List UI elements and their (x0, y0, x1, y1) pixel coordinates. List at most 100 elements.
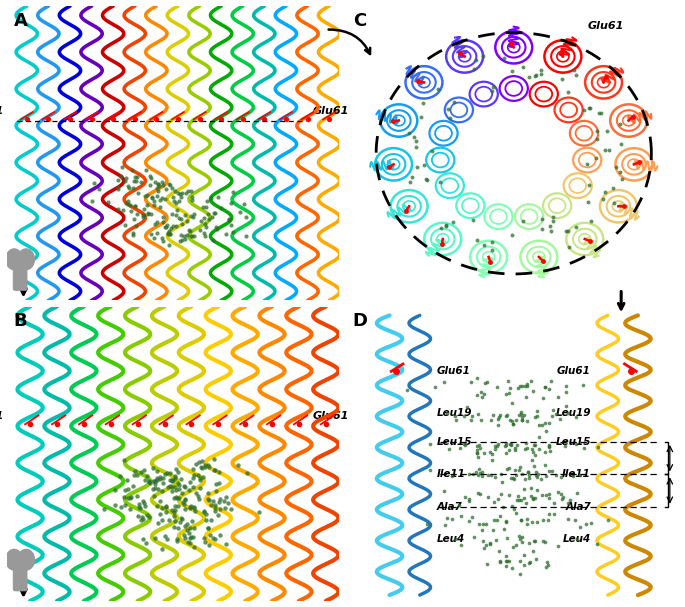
Point (472, 235, 483, 245)
Point (158, 236, 169, 246)
Point (212, 192, 223, 202)
Point (203, 540, 214, 550)
Point (553, 487, 564, 497)
Point (501, 518, 512, 527)
Point (166, 476, 177, 486)
Point (516, 407, 527, 416)
Point (546, 411, 557, 421)
Point (529, 461, 540, 470)
Point (149, 219, 160, 228)
Point (533, 470, 544, 480)
Point (209, 465, 220, 475)
Point (168, 475, 179, 484)
Point (169, 473, 180, 483)
Point (169, 186, 180, 196)
Point (519, 474, 530, 484)
Point (157, 193, 168, 203)
Point (539, 447, 550, 457)
Point (168, 507, 179, 517)
Point (600, 145, 611, 155)
Point (201, 509, 212, 519)
Point (182, 525, 193, 535)
Point (464, 469, 475, 478)
Point (203, 462, 214, 472)
Point (145, 171, 155, 181)
Point (170, 471, 181, 481)
Point (113, 184, 124, 194)
Point (514, 410, 525, 420)
Point (210, 480, 221, 489)
Point (473, 489, 484, 498)
Point (147, 463, 158, 473)
Point (610, 162, 621, 172)
Point (170, 482, 181, 492)
Point (493, 412, 504, 421)
Point (152, 180, 163, 189)
Point (105, 419, 116, 429)
Point (179, 495, 190, 504)
FancyBboxPatch shape (14, 263, 27, 290)
Point (484, 538, 495, 548)
Point (516, 409, 527, 419)
Point (210, 500, 221, 510)
Point (186, 232, 197, 242)
Point (234, 207, 245, 217)
Point (607, 183, 618, 193)
Point (191, 459, 202, 469)
Point (527, 494, 538, 504)
Point (132, 511, 143, 521)
Point (537, 420, 548, 430)
Point (619, 202, 630, 211)
Point (171, 536, 182, 546)
Point (443, 104, 453, 114)
Point (492, 495, 503, 504)
Point (139, 209, 150, 219)
Text: B: B (14, 313, 27, 330)
Point (473, 452, 484, 462)
Point (479, 389, 490, 399)
Point (447, 217, 458, 226)
Point (506, 473, 517, 483)
Point (128, 183, 139, 193)
Point (203, 495, 214, 504)
Point (520, 444, 531, 454)
Point (519, 410, 530, 420)
Point (508, 504, 519, 514)
Point (197, 203, 208, 212)
Point (171, 205, 182, 214)
Point (179, 234, 190, 244)
Point (516, 469, 527, 479)
Point (129, 466, 140, 476)
Point (151, 183, 162, 192)
Point (164, 229, 175, 239)
Point (212, 224, 223, 234)
Point (112, 175, 123, 185)
Point (119, 220, 130, 229)
Point (456, 511, 466, 521)
Point (183, 186, 194, 196)
Point (421, 175, 432, 185)
Point (134, 502, 145, 512)
Point (240, 231, 251, 240)
Point (488, 525, 499, 535)
Point (510, 415, 521, 425)
Point (174, 196, 185, 206)
Point (562, 408, 573, 418)
Point (51, 419, 62, 429)
Point (403, 129, 414, 138)
Point (563, 87, 574, 97)
Point (180, 521, 191, 531)
Point (187, 464, 198, 474)
Point (534, 444, 545, 454)
Point (170, 516, 181, 526)
Point (454, 49, 465, 58)
Point (584, 103, 595, 113)
Point (473, 520, 484, 529)
Point (530, 536, 540, 546)
Point (555, 489, 566, 499)
Point (182, 520, 192, 529)
Point (199, 213, 210, 223)
Point (537, 256, 548, 266)
Point (197, 472, 208, 481)
Point (388, 117, 399, 126)
